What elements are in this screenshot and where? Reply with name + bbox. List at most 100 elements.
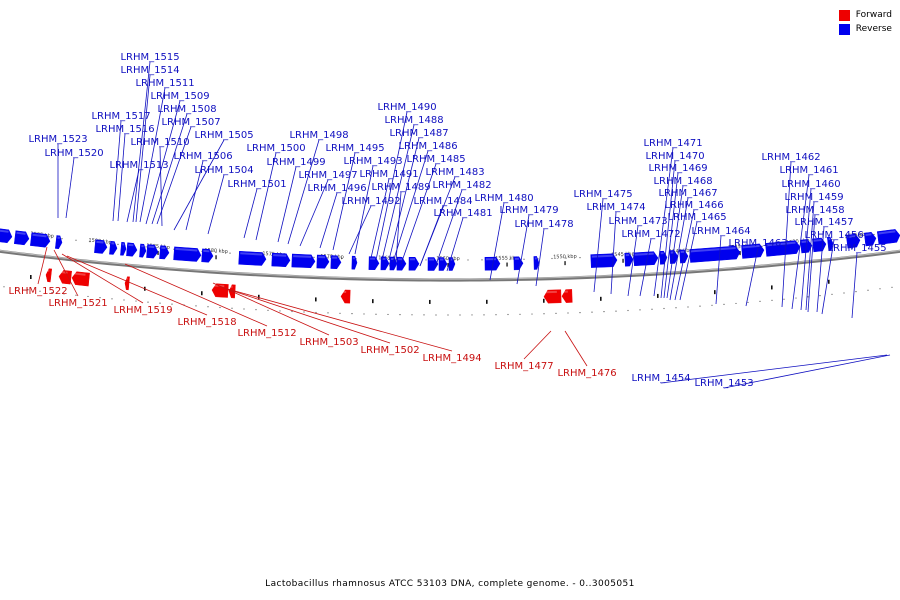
track-dot bbox=[579, 257, 581, 259]
scale-tick bbox=[506, 262, 508, 267]
leader-line bbox=[159, 146, 163, 227]
legend: Forward Reverse bbox=[838, 8, 892, 36]
legend-forward-label: Forward bbox=[855, 10, 892, 20]
leader-line bbox=[354, 165, 374, 255]
track-dot bbox=[471, 314, 473, 316]
gene-label: LRHM_1482 bbox=[432, 180, 491, 191]
gene-label: LRHM_1476 bbox=[557, 368, 616, 379]
gene-arrow-shine bbox=[660, 252, 664, 255]
track-dot bbox=[425, 259, 427, 261]
gene-label: LRHM_1457 bbox=[794, 217, 853, 228]
reverse-gene-arrow bbox=[679, 249, 689, 264]
leader-line bbox=[523, 330, 552, 360]
gene-arrow-shine bbox=[32, 233, 47, 238]
label-leader-lines bbox=[37, 61, 891, 389]
leader-line bbox=[117, 133, 126, 222]
reverse-gene-arrow bbox=[159, 245, 170, 260]
forward-gene-arrow bbox=[561, 289, 573, 303]
scale-tick-label: 1535 kbp bbox=[728, 243, 752, 251]
reverse-gene-arrow bbox=[201, 248, 214, 263]
gene-label: LRHM_1480 bbox=[474, 193, 533, 204]
leader-line bbox=[653, 147, 674, 297]
leader-line bbox=[663, 172, 679, 299]
track-dot bbox=[507, 313, 509, 316]
gene-arrow-shine bbox=[680, 250, 685, 254]
gene-arrow-shine bbox=[562, 290, 568, 293]
reverse-gene-arrow bbox=[271, 252, 291, 267]
track-dot bbox=[859, 235, 861, 237]
track-dot bbox=[747, 301, 749, 304]
reverse-gene-arrow bbox=[0, 228, 13, 243]
gene-label: LRHM_1513 bbox=[109, 160, 168, 171]
leader-line bbox=[660, 354, 888, 384]
gene-label: LRHM_1519 bbox=[113, 305, 172, 316]
track-dot bbox=[243, 308, 245, 310]
track-dot bbox=[495, 314, 497, 316]
track-dot bbox=[675, 307, 677, 309]
gene-label: LRHM_1500 bbox=[246, 143, 305, 154]
leader-line bbox=[666, 185, 684, 299]
gene-label: LRHM_1509 bbox=[150, 91, 209, 102]
gene-label: LRHM_1514 bbox=[120, 65, 179, 76]
forward-gene-arrow bbox=[340, 289, 351, 304]
reverse-gene-arrow bbox=[120, 241, 127, 256]
gene-arrow-shine bbox=[534, 257, 537, 260]
forward-swatch bbox=[838, 9, 850, 21]
track-dot bbox=[621, 255, 623, 257]
gene-arrow-shine bbox=[332, 256, 338, 259]
reverse-gene-arrow bbox=[669, 250, 679, 264]
leader-line bbox=[660, 160, 676, 299]
gene-label: LRHM_1475 bbox=[573, 189, 632, 200]
gene-label: LRHM_1481 bbox=[433, 208, 492, 219]
track-dot bbox=[215, 251, 217, 253]
track-dot bbox=[267, 309, 269, 311]
gene-label: LRHM_1490 bbox=[377, 102, 436, 113]
leader-line bbox=[516, 214, 530, 285]
gene-label: LRHM_1504 bbox=[194, 165, 253, 176]
leader-line bbox=[126, 169, 140, 223]
gene-arrow-shine bbox=[148, 245, 155, 249]
gene-label: LRHM_1465 bbox=[667, 212, 726, 223]
track-dot bbox=[111, 298, 113, 300]
track-dot bbox=[387, 313, 389, 316]
track-dot bbox=[845, 237, 847, 239]
leader-line bbox=[207, 174, 225, 235]
track-tick bbox=[30, 275, 32, 279]
track-dot bbox=[759, 300, 761, 302]
gene-label: LRHM_1508 bbox=[157, 104, 216, 115]
gene-arrow-shine bbox=[766, 241, 796, 247]
track-tick bbox=[543, 298, 545, 303]
gene-arrow-shine bbox=[410, 258, 416, 261]
reverse-gene-arrow bbox=[380, 256, 390, 271]
leader-line bbox=[151, 113, 188, 225]
legend-forward: Forward bbox=[838, 8, 892, 22]
reverse-gene-arrow bbox=[408, 256, 420, 271]
gene-label: LRHM_1489 bbox=[371, 182, 430, 193]
track-dot bbox=[481, 259, 483, 261]
leader-line bbox=[243, 188, 258, 239]
gene-arrow-shine bbox=[203, 249, 210, 253]
leader-line bbox=[173, 139, 225, 231]
legend-reverse: Reverse bbox=[838, 22, 892, 36]
reverse-gene-arrow bbox=[30, 232, 51, 248]
gene-arrow-shine bbox=[544, 290, 557, 294]
inner-track-dots bbox=[3, 286, 893, 316]
gene-label: LRHM_1455 bbox=[827, 243, 886, 254]
track-dot bbox=[687, 306, 689, 308]
leader-line bbox=[851, 252, 858, 319]
gene-label: LRHM_1517 bbox=[91, 111, 150, 122]
track-dot bbox=[555, 312, 557, 315]
track-dot bbox=[663, 307, 665, 310]
forward-gene-arrow bbox=[543, 289, 562, 304]
gene-label: LRHM_1515 bbox=[120, 52, 179, 63]
track-dot bbox=[219, 306, 221, 309]
gene-arrow-shine bbox=[73, 272, 86, 276]
gene-label: LRHM_1488 bbox=[384, 115, 443, 126]
track-dot bbox=[3, 286, 5, 288]
gene-arrow-shine bbox=[382, 257, 386, 260]
gene-arrow-shine bbox=[847, 235, 856, 239]
gene-arrow-shine bbox=[161, 246, 166, 250]
gene-arrow-shine bbox=[175, 247, 198, 252]
reverse-gene-arrow bbox=[13, 230, 30, 246]
